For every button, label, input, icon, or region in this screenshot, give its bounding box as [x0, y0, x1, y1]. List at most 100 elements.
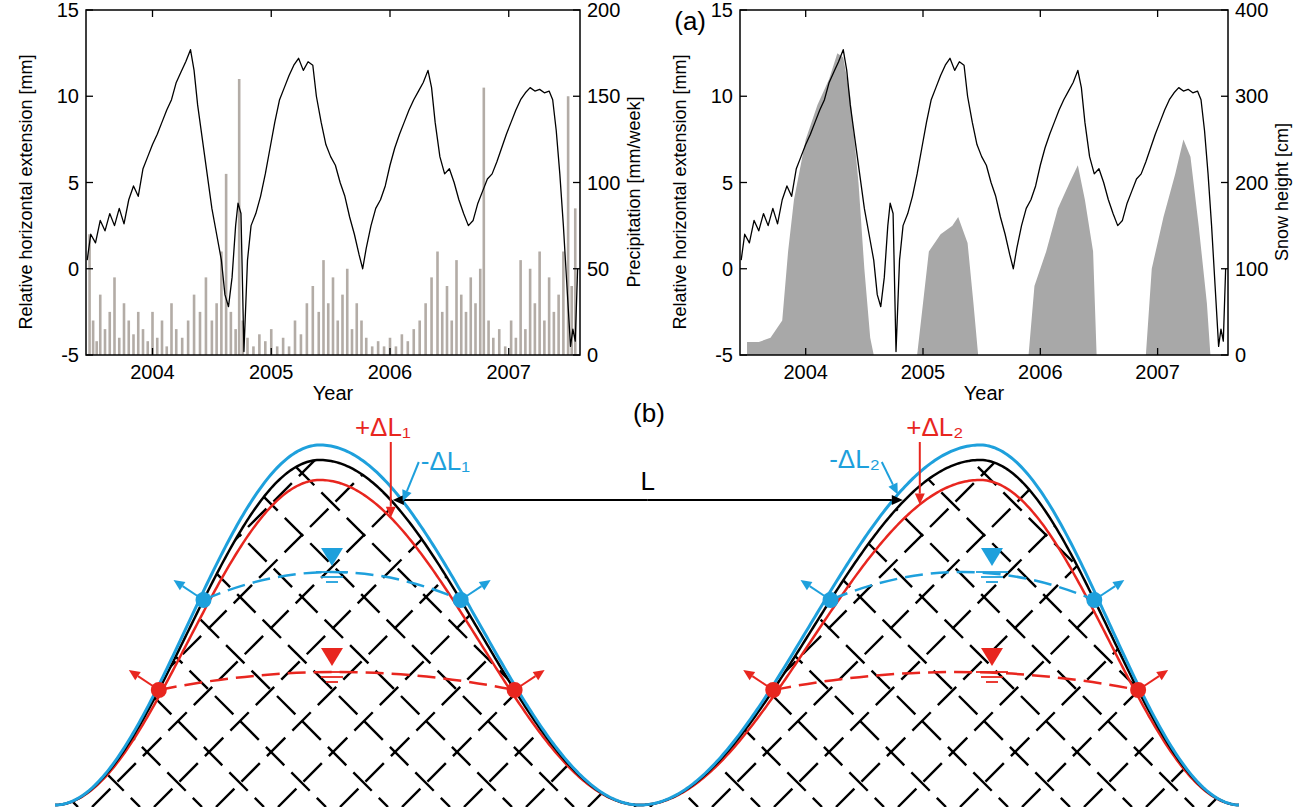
ridge-contracted: [55, 480, 1239, 805]
bar: [510, 321, 513, 356]
x-tick-label: 2005: [249, 361, 294, 383]
bar: [562, 252, 565, 356]
length-label: L: [641, 466, 655, 496]
x-tick: [805, 348, 806, 355]
water-level-symbol: [986, 581, 998, 583]
spring: [507, 682, 523, 698]
x-tick: [152, 348, 153, 355]
bar: [118, 338, 121, 355]
water-level-symbol: [316, 671, 348, 673]
fracture: [0, 387, 202, 807]
y2-tick-label: 50: [587, 258, 609, 280]
x-tick: [1157, 10, 1158, 17]
fracture: [402, 387, 822, 807]
y2-tick: [1221, 9, 1228, 10]
water-level-symbol: [321, 648, 343, 666]
bar: [557, 295, 560, 355]
x-tick: [1157, 348, 1158, 355]
annotation: +ΔL₂: [906, 412, 963, 442]
fracture: [216, 387, 636, 807]
y-tick-label: 15: [711, 0, 733, 21]
water-level-symbol: [981, 676, 1003, 678]
arrow-shaft: [404, 499, 648, 501]
bar: [383, 346, 386, 355]
y-tick: [740, 268, 747, 269]
y2-tick-label: 150: [587, 85, 620, 107]
bar: [211, 321, 214, 356]
bar: [515, 338, 518, 355]
bar: [146, 341, 149, 355]
bar: [365, 338, 368, 355]
fracture: [0, 387, 16, 807]
bar: [199, 312, 202, 355]
spring: [765, 682, 781, 698]
x-tick-label: 2004: [130, 361, 175, 383]
bar: [300, 334, 303, 355]
x-tick: [389, 10, 390, 17]
fracture: [712, 387, 1132, 807]
bar: [455, 260, 458, 355]
x-tick: [271, 348, 272, 355]
water-level-symbol: [321, 676, 343, 678]
y2-tick-label: 200: [587, 0, 620, 21]
x-tick: [1040, 348, 1041, 355]
y-tick-label: 10: [711, 85, 733, 107]
bar: [446, 286, 449, 355]
bar: [441, 312, 444, 355]
bar: [258, 334, 261, 355]
spring: [1086, 592, 1102, 608]
bar: [395, 346, 398, 355]
bar: [282, 338, 285, 355]
y2-tick: [1221, 354, 1228, 355]
spring: [1130, 682, 1146, 698]
fracture: [216, 387, 636, 807]
bar: [264, 341, 267, 355]
x-axis-title: Year: [964, 382, 1005, 404]
bar: [436, 252, 439, 356]
x-tick: [508, 348, 509, 355]
x-tick-label: 2005: [901, 361, 946, 383]
plot-area: [741, 50, 1225, 355]
arrow-head: [1112, 580, 1124, 590]
y2-tick: [1221, 96, 1228, 97]
bar: [205, 277, 208, 355]
fracture: [0, 387, 388, 807]
y2-tick-label: 400: [1235, 0, 1268, 21]
fracture: [836, 387, 1256, 807]
arrow-shaft: [407, 462, 419, 491]
y2-tick-label: 0: [1235, 344, 1246, 366]
fracture: [0, 387, 388, 807]
y-tick: [86, 268, 93, 269]
water-level-symbol: [981, 576, 1003, 578]
y-tick-label: -5: [61, 344, 79, 366]
arrow-shaft: [467, 586, 482, 596]
x-tick: [922, 10, 923, 17]
fracture: [650, 387, 1070, 807]
fracture: [0, 387, 326, 807]
water-level-symbol: [326, 581, 338, 583]
bar: [346, 269, 349, 355]
bar: [92, 321, 95, 356]
arrow-shaft: [648, 499, 892, 501]
bar: [156, 338, 159, 355]
x-tick: [152, 10, 153, 17]
annotation: -ΔL₁: [421, 446, 470, 476]
bar: [483, 88, 486, 355]
bar: [246, 338, 249, 355]
bar: [524, 329, 527, 355]
arrow-head: [1156, 670, 1168, 680]
fracture: [774, 387, 1194, 807]
bar: [165, 346, 168, 355]
y-tick: [740, 354, 747, 355]
bar: [548, 277, 551, 355]
y-tick: [86, 182, 93, 183]
bar: [341, 295, 344, 355]
bar: [215, 303, 218, 355]
y-tick-label: 15: [57, 0, 79, 21]
fracture: [402, 387, 822, 807]
arrow-shaft: [390, 442, 392, 507]
annotation: -ΔL₂: [829, 444, 880, 474]
bar: [306, 303, 309, 355]
bar: [538, 252, 541, 356]
fracture: [1270, 387, 1298, 807]
